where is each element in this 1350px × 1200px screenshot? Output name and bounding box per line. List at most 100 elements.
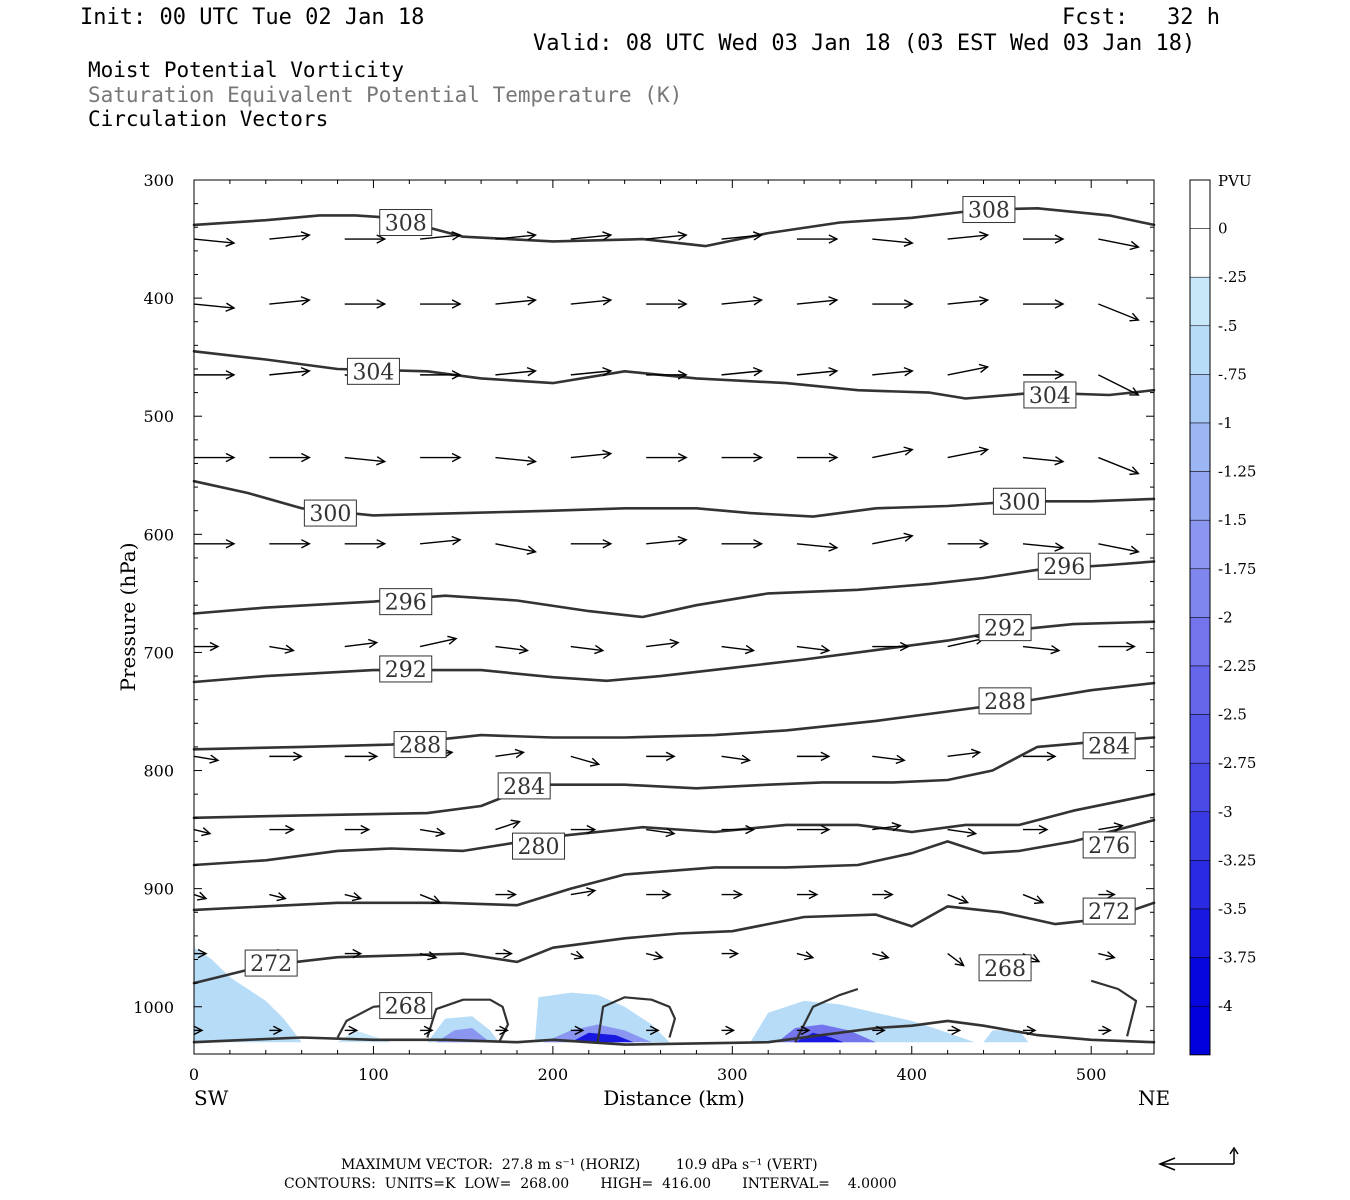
vector-shaft: [872, 370, 913, 376]
colorbar-label: -.75: [1218, 365, 1247, 383]
vector-arrowhead: [1054, 234, 1065, 244]
vector-shaft: [570, 889, 595, 896]
circulation-vector: [495, 543, 537, 555]
vector-arrowhead: [225, 370, 236, 380]
vector-arrowhead: [803, 951, 815, 961]
valid-time: Valid: 08 UTC Wed 03 Jan 18 (03 EST Wed …: [533, 31, 1196, 56]
colorbar-label: -1: [1218, 414, 1233, 432]
vector-arrowhead: [284, 644, 295, 654]
vector-shaft: [947, 893, 968, 904]
vector-shaft: [495, 645, 528, 652]
vector-arrowhead: [752, 231, 764, 241]
circulation-vector: [947, 893, 970, 905]
y-tick-label: 400: [143, 289, 174, 308]
vector-arrowhead: [348, 1025, 359, 1036]
circulation-vector: [194, 641, 220, 652]
colorbar-swatch: [1189, 374, 1211, 424]
circulation-vector: [721, 644, 756, 655]
colorbar-label: -2.5: [1218, 706, 1247, 724]
vector-shaft: [947, 299, 988, 305]
circulation-vector: [344, 1025, 359, 1036]
vector-arrowhead: [970, 748, 982, 758]
circulation-vector: [194, 539, 236, 549]
vector-arrowhead: [360, 824, 371, 835]
circulation-vector: [495, 231, 537, 241]
vector-shaft: [495, 456, 536, 463]
vector-shaft: [1098, 303, 1139, 321]
vector-arrowhead: [828, 296, 839, 306]
vector-shaft: [947, 828, 976, 835]
circulation-vector: [344, 456, 387, 466]
contour-label-layer: 308 308 304 304 300 300 296 296 292 292 288 288 284 2…: [244, 196, 1136, 1020]
vector-arrowhead: [1026, 1025, 1037, 1036]
contour-label-box: [346, 357, 400, 385]
reference-vector-icon: [1157, 1146, 1239, 1171]
theta-es-contour-268: [192, 1019, 1156, 1046]
vector-shaft: [193, 303, 235, 309]
circulation-vector: [796, 296, 839, 306]
colorbar-frame: [1189, 179, 1211, 1056]
x-axis-label: Distance (km): [603, 1086, 745, 1110]
circulation-vector: [796, 824, 831, 835]
circulation-vector: [796, 542, 839, 552]
vector-arrowhead: [820, 644, 831, 655]
axes-layer: 300 400 500 600 700 800 900 1000 0 100 200 300 400 50…: [133, 171, 1154, 1084]
circulation-vector: [796, 751, 831, 762]
vector-shaft: [495, 751, 524, 758]
vector-shaft: [646, 539, 687, 545]
circulation-vector: [344, 892, 363, 902]
vector-arrowhead: [225, 237, 236, 247]
vector-shaft: [1022, 456, 1064, 463]
contour-label-304: 304: [346, 357, 400, 385]
vector-arrowhead: [875, 1025, 886, 1036]
circulation-vector: [344, 234, 387, 244]
vector-arrowhead: [661, 889, 672, 900]
vector-shaft: [721, 234, 762, 240]
vector-arrowhead: [951, 1025, 962, 1036]
vector-shaft: [420, 234, 461, 240]
vector-arrowhead: [602, 366, 613, 377]
circulation-vector: [344, 539, 387, 549]
vector-shaft: [344, 893, 361, 900]
x-tick-label: 400: [896, 1065, 927, 1084]
theta-es-contour-284: [192, 736, 1156, 820]
vector-shaft: [721, 755, 750, 762]
contour-label-text: 304: [352, 360, 394, 385]
contour-label-box: [978, 954, 1032, 982]
contour-label-300: 300: [992, 487, 1046, 515]
vector-arrowhead: [1046, 751, 1057, 762]
circulation-vector: [570, 449, 613, 460]
x-tick-label: 100: [358, 1065, 389, 1084]
contour-label-308: 308: [962, 196, 1016, 224]
vector-arrowhead: [503, 948, 513, 959]
theta-es-contour-276: [192, 818, 1156, 912]
circulation-vector: [872, 822, 902, 832]
vector-arrowhead: [740, 754, 752, 764]
vector-arrowhead: [507, 889, 517, 900]
vector-shaft: [947, 234, 988, 240]
circulation-vector: [1022, 456, 1065, 466]
circulation-vector: [420, 535, 462, 546]
vector-arrowhead: [725, 1025, 736, 1036]
vector-arrowhead: [828, 452, 839, 463]
vector-arrowhead: [209, 754, 220, 764]
contour-label-box: [978, 687, 1032, 715]
x-tick-label: 200: [538, 1065, 569, 1084]
vector-arrowhead: [800, 1025, 811, 1036]
circulation-vector: [344, 948, 363, 959]
vector-arrowhead: [526, 456, 537, 466]
contour-label-308: 308: [379, 209, 433, 237]
vector-arrowhead: [903, 237, 914, 247]
circulation-vector: [269, 751, 303, 762]
vector-arrowhead: [677, 452, 688, 463]
vector-shaft: [1022, 543, 1064, 549]
circulation-vector: [1023, 824, 1049, 835]
circulation-vector: [872, 1025, 886, 1036]
vector-shaft: [947, 751, 980, 758]
vector-arrowhead: [301, 539, 311, 549]
vector-arrowhead: [752, 366, 764, 377]
circulation-vector: [1023, 370, 1065, 380]
circulation-vector: [495, 889, 517, 900]
vector-arrowhead: [602, 449, 613, 460]
vector-arrowhead: [423, 1025, 434, 1036]
